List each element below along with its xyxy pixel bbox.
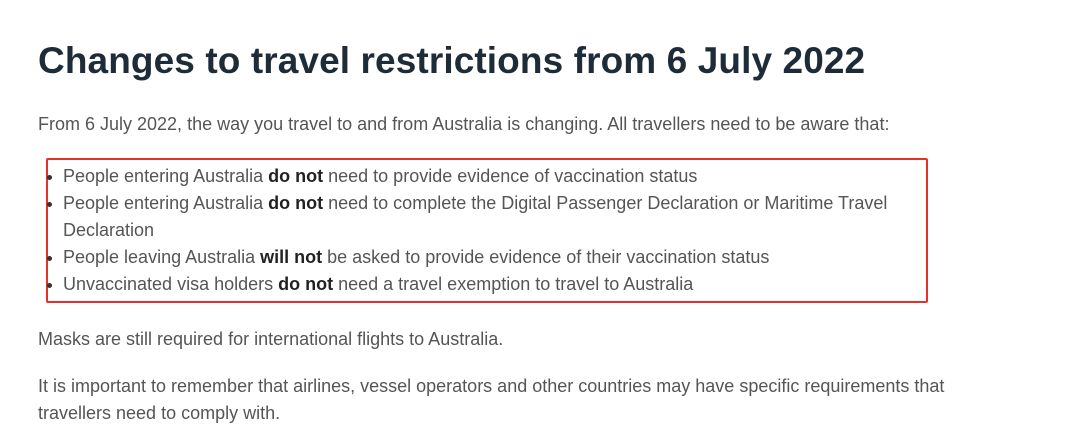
item-text: need to provide evidence of vaccination …	[323, 166, 698, 186]
item-text: be asked to provide evidence of their va…	[322, 247, 770, 267]
item-text: need a travel exemption to travel to Aus…	[333, 274, 694, 294]
restrictions-list: People entering Australia do not need to…	[38, 163, 918, 298]
item-emphasis: do not	[268, 193, 324, 213]
list-item: People leaving Australia will not be ask…	[38, 244, 918, 271]
masks-paragraph: Masks are still required for internation…	[38, 329, 504, 349]
item-emphasis: do not	[278, 274, 334, 294]
item-text: People entering Australia	[63, 193, 269, 213]
list-item: People entering Australia do not need to…	[38, 163, 918, 190]
page-title: Changes to travel restrictions from 6 Ju…	[38, 40, 866, 81]
item-text: need to complete the Digital Passenger D…	[63, 193, 888, 240]
item-text: Unvaccinated visa holders	[63, 274, 279, 294]
list-item: People entering Australia do not need to…	[38, 190, 918, 244]
item-text: People leaving Australia	[63, 247, 261, 267]
item-emphasis: do not	[268, 166, 324, 186]
item-emphasis: will not	[260, 247, 323, 267]
item-text: People entering Australia	[63, 166, 269, 186]
intro-paragraph: From 6 July 2022, the way you travel to …	[38, 114, 890, 134]
highlight-box	[46, 158, 928, 303]
list-item: Unvaccinated visa holders do not need a …	[38, 271, 918, 298]
reminder-paragraph: It is important to remember that airline…	[38, 376, 945, 423]
